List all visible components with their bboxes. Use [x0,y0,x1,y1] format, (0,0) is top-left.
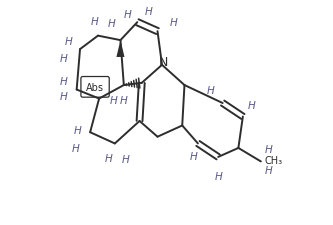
Text: H: H [207,86,215,96]
Text: H: H [265,166,273,176]
Text: N: N [159,56,168,69]
Text: H: H [59,76,67,86]
Polygon shape [117,41,125,58]
Text: Abs: Abs [86,83,104,92]
Text: H: H [59,54,67,64]
Text: H: H [72,143,79,153]
Text: H: H [64,37,72,47]
Text: H: H [189,151,197,161]
Text: H: H [247,101,255,111]
Text: H: H [123,10,131,20]
Text: H: H [122,155,130,164]
Text: H: H [110,95,118,105]
Text: H: H [91,17,99,27]
Text: H: H [104,153,112,163]
Text: H: H [214,171,222,181]
Text: H: H [265,144,273,154]
Text: H: H [74,125,82,135]
Text: H: H [145,7,153,17]
Text: H: H [169,18,177,28]
Text: H: H [59,92,67,102]
Text: CH₃: CH₃ [264,156,282,166]
FancyBboxPatch shape [81,77,109,98]
Text: H: H [120,95,128,105]
Text: H: H [108,19,115,29]
